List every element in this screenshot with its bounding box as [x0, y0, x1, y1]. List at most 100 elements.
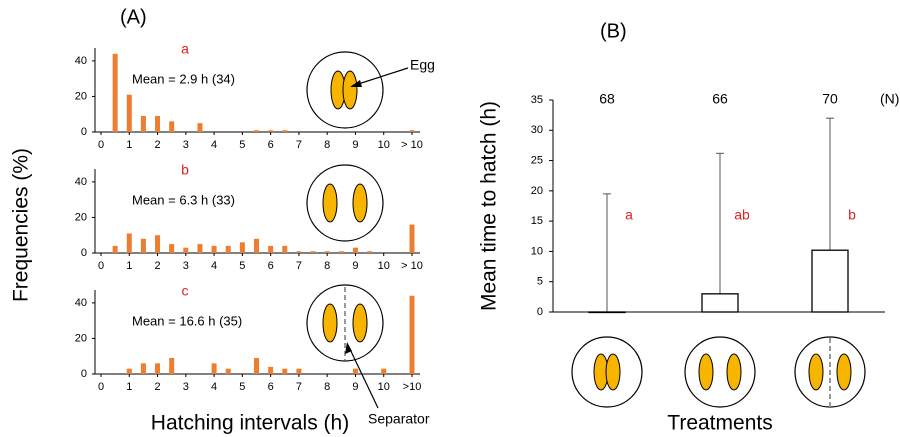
bar	[296, 251, 302, 253]
annotation: Mean = 2.9 h (34)	[132, 71, 235, 86]
diagram-b1	[571, 336, 643, 408]
y-tick-label: 15	[531, 215, 543, 227]
bar	[211, 245, 217, 253]
bar	[254, 238, 259, 253]
bar	[112, 245, 118, 253]
x-tick-label: 9	[352, 139, 358, 151]
x-tick-label: 6	[268, 260, 274, 272]
callout: Egg	[410, 57, 435, 73]
bar	[183, 247, 189, 253]
x-tick-label: 4	[211, 381, 217, 393]
bar	[588, 311, 626, 314]
x-tick-label: 8	[324, 139, 330, 151]
y-tick-label: 30	[531, 124, 543, 136]
x-tick-label: 1	[126, 139, 132, 151]
y-axis-label: Frequencies (%)	[10, 148, 33, 302]
x-tick-label: 0	[98, 139, 104, 151]
y-tick-label: 20	[531, 185, 543, 197]
bar	[155, 235, 161, 253]
bar	[126, 368, 132, 374]
bar	[126, 94, 132, 132]
diagram-b3	[794, 336, 866, 408]
x-tick-label: 1	[126, 260, 132, 272]
annotation: Mean = 16.6 h (35)	[132, 313, 242, 328]
bar	[268, 245, 274, 253]
x-axis-label: Treatments	[667, 412, 772, 435]
bar	[701, 293, 739, 313]
bar	[197, 244, 203, 253]
bar	[381, 368, 387, 374]
x-tick-label: 0	[98, 260, 104, 272]
bar	[225, 368, 231, 374]
bar	[409, 295, 415, 374]
bar	[140, 116, 146, 132]
x-tick-label: 10	[378, 139, 390, 151]
callout: Separator	[368, 411, 430, 427]
bar	[155, 363, 161, 374]
letter: a	[625, 207, 633, 223]
n-label: (N)	[880, 91, 899, 107]
y-tick-label: 20	[75, 332, 87, 344]
n-count: 66	[712, 91, 728, 107]
x-tick-label: 4	[211, 260, 217, 272]
bar	[352, 368, 358, 374]
bar	[169, 358, 175, 374]
bar	[409, 130, 415, 132]
x-tick-label: 10	[378, 381, 390, 393]
bar	[324, 251, 330, 253]
x-axis-label: Hatching intervals (h)	[151, 412, 349, 435]
diagram-b	[306, 164, 384, 242]
x-tick-label: > 10	[401, 139, 423, 151]
x-tick-label: 4	[211, 139, 217, 151]
bar	[225, 245, 231, 253]
bar	[296, 368, 302, 374]
panel-label: (B)	[600, 20, 627, 42]
x-tick-label: 7	[296, 139, 302, 151]
x-tick-label: 0	[98, 381, 104, 393]
letter: b	[181, 162, 189, 178]
bar	[112, 53, 118, 132]
bar	[282, 245, 288, 253]
y-axis-label: Mean time to hatch (h)	[478, 101, 501, 311]
x-tick-label: > 10	[401, 260, 423, 272]
y-tick-label: 20	[75, 211, 87, 223]
bar	[126, 233, 132, 253]
x-tick-label: 8	[324, 260, 330, 272]
n-count: 68	[599, 91, 615, 107]
y-tick-label: 5	[537, 276, 543, 288]
x-tick-label: 1	[126, 381, 132, 393]
x-tick-label: 9	[352, 260, 358, 272]
bar	[282, 368, 288, 374]
panel-label: (A)	[120, 6, 147, 28]
bar	[169, 121, 175, 132]
bar	[140, 238, 146, 253]
y-tick-label: 0	[81, 247, 87, 259]
bar	[169, 244, 175, 253]
x-tick-label: 2	[154, 381, 160, 393]
x-tick-label: 2	[154, 139, 160, 151]
bar	[254, 358, 259, 374]
bar	[367, 251, 373, 253]
y-tick-label: 35	[531, 94, 543, 106]
y-tick-label: 0	[81, 368, 87, 380]
x-tick-label: 3	[183, 139, 189, 151]
letter: b	[848, 207, 856, 223]
x-tick-label: 5	[239, 260, 245, 272]
letter: a	[181, 41, 189, 57]
bar	[409, 224, 415, 253]
y-tick-label: 20	[75, 90, 87, 102]
y-tick-label: 0	[81, 126, 87, 138]
diagram-c	[306, 284, 384, 409]
x-tick-label: 5	[239, 139, 245, 151]
x-tick-label: 5	[239, 381, 245, 393]
x-tick-label: >10	[403, 381, 422, 393]
y-tick-label: 0	[537, 306, 543, 318]
bar	[352, 247, 358, 253]
y-tick-label: 40	[75, 297, 87, 309]
x-tick-label: 3	[183, 381, 189, 393]
x-tick-label: 6	[268, 139, 274, 151]
x-tick-label: 8	[324, 381, 330, 393]
bar	[140, 363, 146, 374]
bar	[811, 249, 849, 313]
